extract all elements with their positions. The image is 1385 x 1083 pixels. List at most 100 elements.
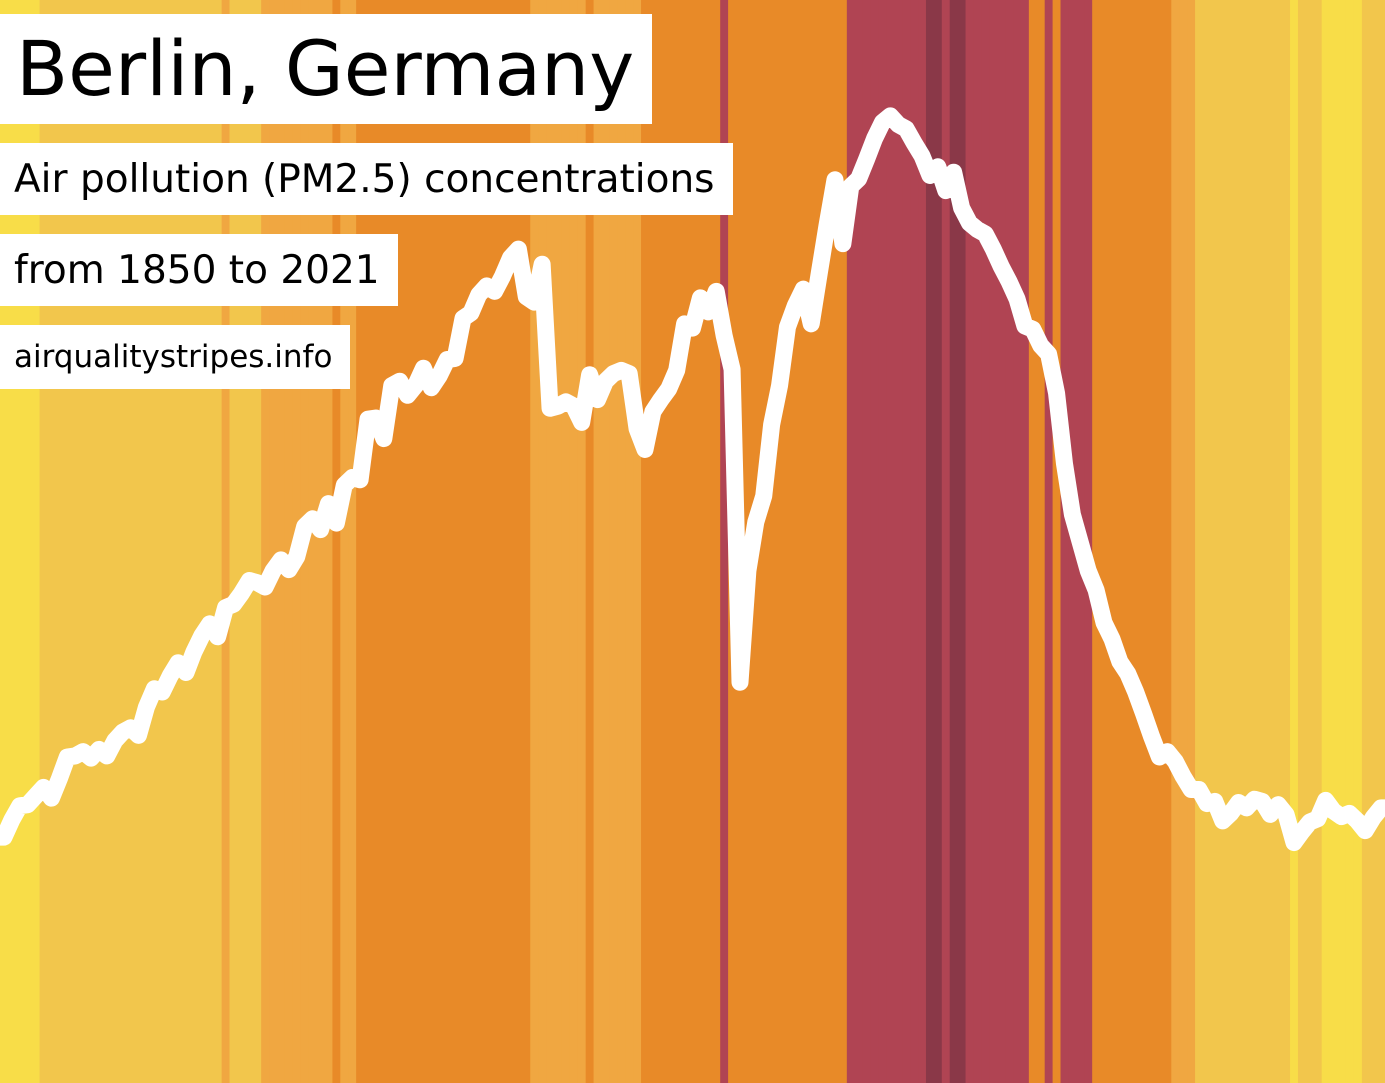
year-stripe-1896 bbox=[364, 0, 373, 1083]
year-stripe-1962 bbox=[886, 0, 895, 1083]
year-stripe-1909 bbox=[466, 0, 476, 1083]
year-stripe-1854 bbox=[31, 0, 41, 1083]
year-stripe-1925 bbox=[593, 0, 603, 1083]
year-stripe-1964 bbox=[902, 0, 911, 1083]
year-stripe-1960 bbox=[870, 0, 880, 1083]
year-stripe-1906 bbox=[443, 0, 452, 1083]
year-stripe-1911 bbox=[482, 0, 492, 1083]
year-stripe-1999 bbox=[1179, 0, 1188, 1083]
year-stripe-1876 bbox=[205, 0, 215, 1083]
year-stripe-1969 bbox=[941, 0, 951, 1083]
pm25-concentration-line bbox=[0, 107, 1385, 852]
year-stripe-2015 bbox=[1305, 0, 1315, 1083]
year-stripe-1853 bbox=[23, 0, 33, 1083]
year-stripe-1980 bbox=[1028, 0, 1038, 1083]
year-stripe-1902 bbox=[411, 0, 421, 1083]
year-stripe-1965 bbox=[910, 0, 919, 1083]
year-stripe-2002 bbox=[1202, 0, 1212, 1083]
year-stripe-2020 bbox=[1345, 0, 1354, 1083]
year-stripe-1958 bbox=[854, 0, 864, 1083]
source-label-box: airqualitystripes.info bbox=[0, 325, 351, 389]
year-stripe-2009 bbox=[1258, 0, 1267, 1083]
year-stripe-2010 bbox=[1266, 0, 1275, 1083]
year-stripe-1955 bbox=[831, 0, 840, 1083]
year-stripe-1891 bbox=[324, 0, 333, 1083]
year-stripe-1919 bbox=[546, 0, 555, 1083]
year-stripe-1910 bbox=[474, 0, 484, 1083]
year-stripe-1940 bbox=[712, 0, 721, 1083]
page-title: Berlin, Germany bbox=[16, 24, 635, 113]
year-stripe-1934 bbox=[664, 0, 674, 1083]
year-stripe-1894 bbox=[348, 0, 357, 1083]
year-stripe-1895 bbox=[356, 0, 365, 1083]
subtitle-label-box: Air pollution (PM2.5) concentrations bbox=[0, 143, 733, 215]
year-stripe-1879 bbox=[229, 0, 239, 1083]
year-stripe-2001 bbox=[1195, 0, 1204, 1083]
year-stripe-1882 bbox=[253, 0, 262, 1083]
year-stripe-1912 bbox=[490, 0, 500, 1083]
year-stripe-2003 bbox=[1210, 0, 1220, 1083]
year-stripe-1892 bbox=[332, 0, 341, 1083]
year-stripe-1905 bbox=[435, 0, 444, 1083]
year-stripe-1923 bbox=[577, 0, 587, 1083]
year-stripe-2016 bbox=[1313, 0, 1323, 1083]
year-stripe-1975 bbox=[989, 0, 998, 1083]
year-stripe-1861 bbox=[87, 0, 96, 1083]
year-stripe-1998 bbox=[1171, 0, 1180, 1083]
year-stripe-1865 bbox=[118, 0, 128, 1083]
year-stripe-1904 bbox=[427, 0, 436, 1083]
source-link-text: airqualitystripes.info bbox=[14, 338, 333, 375]
year-stripe-1872 bbox=[174, 0, 183, 1083]
year-stripe-1970 bbox=[949, 0, 959, 1083]
year-stripe-1966 bbox=[918, 0, 927, 1083]
year-stripe-1856 bbox=[47, 0, 56, 1083]
year-stripe-1855 bbox=[39, 0, 49, 1083]
year-stripe-1963 bbox=[894, 0, 903, 1083]
year-stripe-1967 bbox=[925, 0, 935, 1083]
year-stripe-1907 bbox=[451, 0, 460, 1083]
year-stripe-1991 bbox=[1115, 0, 1125, 1083]
year-stripe-1961 bbox=[878, 0, 887, 1083]
year-stripe-1928 bbox=[617, 0, 626, 1083]
year-stripe-1974 bbox=[981, 0, 990, 1083]
year-stripe-1972 bbox=[965, 0, 975, 1083]
year-stripe-1941 bbox=[720, 0, 729, 1083]
year-stripe-1899 bbox=[387, 0, 397, 1083]
year-stripe-1983 bbox=[1052, 0, 1062, 1083]
year-stripe-1926 bbox=[601, 0, 610, 1083]
year-stripe-1996 bbox=[1155, 0, 1164, 1083]
year-stripe-1864 bbox=[110, 0, 120, 1083]
year-stripe-1886 bbox=[284, 0, 294, 1083]
year-stripe-1977 bbox=[1005, 0, 1014, 1083]
year-stripe-1873 bbox=[182, 0, 191, 1083]
year-stripe-1933 bbox=[656, 0, 666, 1083]
year-stripe-1951 bbox=[799, 0, 808, 1083]
year-stripe-1913 bbox=[498, 0, 508, 1083]
year-stripe-2013 bbox=[1290, 0, 1299, 1083]
year-stripe-1880 bbox=[237, 0, 246, 1083]
year-stripe-1921 bbox=[561, 0, 571, 1083]
year-stripe-1959 bbox=[862, 0, 872, 1083]
year-stripe-1990 bbox=[1108, 0, 1117, 1083]
year-stripe-1932 bbox=[648, 0, 658, 1083]
year-stripe-1869 bbox=[150, 0, 159, 1083]
year-stripe-1852 bbox=[15, 0, 25, 1083]
year-stripe-1862 bbox=[94, 0, 104, 1083]
year-stripe-1948 bbox=[775, 0, 785, 1083]
year-stripe-1947 bbox=[767, 0, 777, 1083]
year-stripe-1859 bbox=[71, 0, 80, 1083]
year-stripe-1984 bbox=[1060, 0, 1070, 1083]
year-stripe-1935 bbox=[672, 0, 682, 1083]
year-stripe-1850 bbox=[0, 0, 9, 1083]
year-stripe-2021 bbox=[1353, 0, 1362, 1083]
year-stripe-1908 bbox=[459, 0, 468, 1083]
year-stripe-1946 bbox=[759, 0, 769, 1083]
year-stripe-2011 bbox=[1274, 0, 1283, 1083]
year-stripe-1988 bbox=[1092, 0, 1101, 1083]
year-stripe-1858 bbox=[63, 0, 72, 1083]
year-stripe-1866 bbox=[126, 0, 136, 1083]
year-stripe-1884 bbox=[269, 0, 278, 1083]
year-stripe-1953 bbox=[815, 0, 824, 1083]
